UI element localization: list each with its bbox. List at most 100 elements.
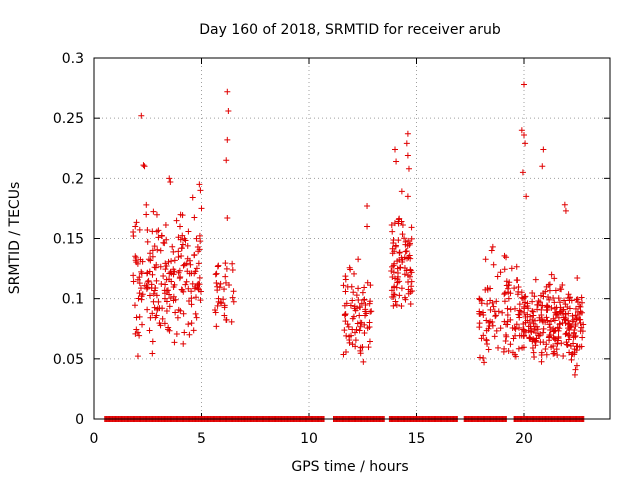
data-point (405, 165, 412, 172)
data-point (569, 312, 576, 319)
data-point (573, 362, 580, 369)
data-point (390, 269, 397, 276)
data-point (560, 353, 567, 360)
data-point (501, 298, 508, 305)
data-point (405, 272, 412, 279)
data-point (565, 331, 572, 338)
data-point (166, 175, 173, 182)
data-point (557, 285, 564, 292)
data-point (487, 318, 494, 325)
data-point (137, 285, 144, 292)
x-tick-label: 0 (90, 431, 99, 447)
data-point (532, 317, 539, 324)
data-point (179, 232, 186, 239)
data-point (402, 248, 409, 255)
data-point (154, 246, 161, 253)
data-point (136, 332, 143, 339)
data-point (167, 269, 174, 276)
data-point (521, 81, 527, 88)
data-point (224, 136, 231, 143)
data-point (573, 315, 580, 322)
data-point (140, 162, 147, 169)
data-point (131, 302, 138, 309)
data-point (512, 353, 519, 360)
data-point (574, 343, 581, 350)
data-point (388, 267, 395, 274)
data-point (519, 344, 526, 351)
data-point (221, 302, 228, 309)
data-point (574, 274, 581, 281)
data-point (402, 238, 409, 245)
data-point (188, 301, 195, 308)
data-point (554, 337, 561, 344)
data-point (562, 310, 569, 317)
data-point (363, 310, 370, 317)
data-point (224, 88, 231, 95)
data-point (144, 226, 151, 233)
data-point (548, 271, 555, 278)
data-point (175, 253, 182, 260)
data-point (388, 221, 395, 228)
data-point (175, 248, 182, 255)
data-point (212, 271, 219, 278)
data-point (396, 292, 403, 299)
data-point (167, 178, 174, 185)
data-point (222, 279, 229, 286)
data-point (138, 268, 145, 275)
data-point (153, 292, 160, 299)
data-point (535, 298, 542, 305)
y-tick-label: 0.2 (62, 171, 84, 187)
data-point (141, 282, 148, 289)
data-point (356, 312, 363, 319)
data-point (393, 158, 400, 165)
data-point (157, 263, 164, 270)
data-point (572, 305, 579, 312)
data-point (550, 295, 557, 302)
data-point (490, 261, 497, 268)
data-point (193, 314, 200, 321)
data-point (138, 296, 145, 303)
data-point (508, 265, 515, 272)
data-point (162, 290, 169, 297)
data-point (136, 274, 143, 281)
data-point (397, 264, 404, 271)
data-point (551, 335, 558, 342)
data-point (177, 211, 184, 218)
data-point (364, 223, 371, 230)
data-point (491, 333, 498, 340)
data-point (532, 276, 539, 283)
data-point (489, 243, 496, 250)
data-point (197, 288, 204, 295)
data-point (349, 326, 356, 333)
data-point (521, 305, 528, 312)
data-point (163, 276, 170, 283)
data-point (150, 208, 157, 215)
data-point (538, 306, 545, 313)
data-point (221, 312, 228, 319)
axis-ticks (93, 57, 610, 420)
data-point (408, 224, 415, 231)
data-point (341, 302, 348, 309)
data-point (501, 291, 508, 298)
data-point (217, 280, 224, 287)
data-point (136, 280, 143, 287)
data-point (546, 281, 553, 288)
data-point (158, 281, 165, 288)
data-point (526, 335, 533, 342)
data-point (490, 303, 497, 310)
data-point (556, 320, 563, 327)
data-point (536, 332, 543, 339)
data-point (177, 273, 184, 280)
data-point (569, 318, 576, 325)
data-point (157, 322, 164, 329)
data-point (171, 339, 178, 346)
data-point (133, 326, 140, 333)
chart-title: Day 160 of 2018, SRMTID for receiver aru… (199, 22, 501, 38)
data-point (355, 285, 362, 292)
data-point (403, 140, 410, 147)
data-point (394, 258, 401, 265)
data-point (548, 304, 555, 311)
data-point (405, 279, 412, 286)
data-point (141, 163, 148, 170)
data-point (543, 341, 550, 348)
